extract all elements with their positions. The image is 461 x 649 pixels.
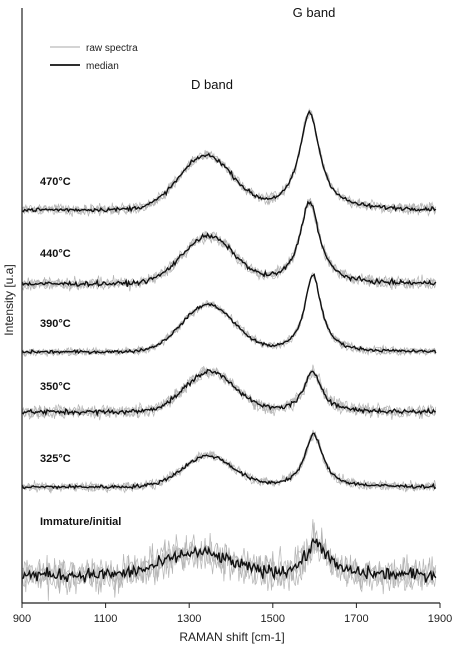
raw-spectrum-line: [21, 271, 437, 357]
x-tick-label: 1300: [177, 613, 201, 625]
legend-entry-median: median: [86, 61, 119, 72]
temperature-labels: 470°C 440°C 390°C 350°C 325°C Immature/initia…: [40, 176, 121, 528]
raw-spectrum-line: [21, 112, 437, 217]
spectrum-label: 390°C: [40, 318, 71, 330]
raw-spectrum-line: [21, 275, 437, 357]
spectrum-label: 470°C: [40, 176, 71, 188]
raw-spectrum-line: [21, 198, 437, 292]
plot-area: [21, 108, 437, 601]
median-spectrum-line: [21, 432, 437, 490]
d-band-annotation: D band: [191, 77, 233, 92]
raw-spectrum-line: [21, 111, 437, 216]
g-band-annotation: G band: [293, 5, 336, 20]
legend-entry-raw: raw spectra: [86, 43, 138, 54]
x-tick-label: 1700: [344, 613, 368, 625]
raw-spectrum-line: [21, 109, 437, 217]
spectrum-label: 350°C: [40, 381, 71, 393]
raw-spectrum-line: [21, 108, 437, 217]
median-spectrum-line: [21, 537, 437, 583]
x-tick-label: 1100: [94, 613, 118, 625]
x-tick-label: 1500: [261, 613, 285, 625]
median-spectrum-line: [21, 200, 437, 288]
median-spectrum-line: [21, 273, 437, 355]
x-ticks: 900 1100 1300 1500 1700 1900: [13, 603, 452, 625]
raw-spectrum-line: [21, 273, 437, 357]
spectrum-label: 440°C: [40, 248, 71, 260]
raw-spectrum-line: [21, 364, 437, 421]
x-tick-label: 900: [13, 613, 31, 625]
spectrum-label: Immature/initial: [40, 516, 121, 528]
spectrum-label: 325°C: [40, 453, 71, 465]
x-axis-label: RAMAN shift [cm-1]: [179, 630, 284, 644]
legend: raw spectra median: [50, 43, 138, 72]
median-spectrum-line: [21, 109, 437, 213]
x-tick-label: 1900: [428, 613, 452, 625]
raw-spectrum-line: [21, 522, 437, 598]
raw-spectrum-line: [21, 431, 437, 493]
raw-spectrum-line: [21, 530, 437, 595]
y-axis-label: Intensity [u.a]: [2, 264, 16, 335]
median-spectrum-line: [21, 368, 436, 418]
